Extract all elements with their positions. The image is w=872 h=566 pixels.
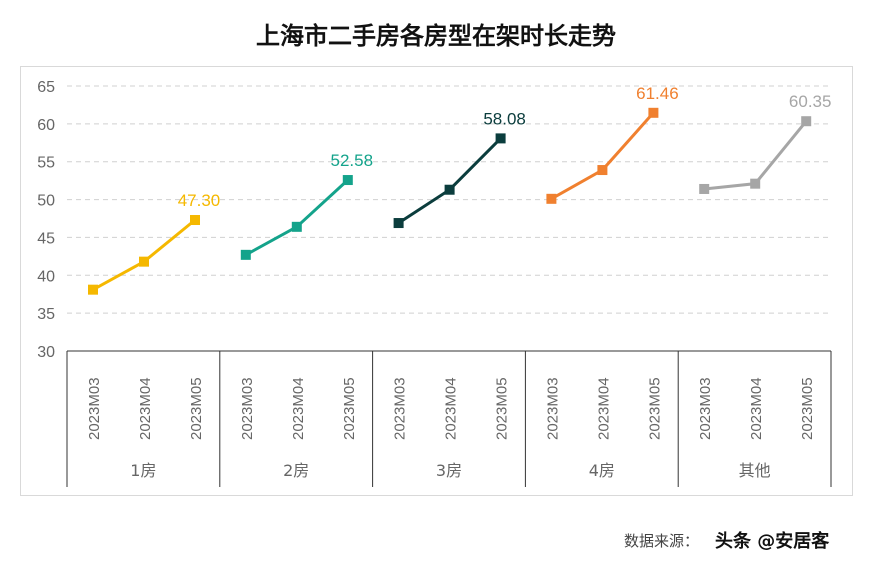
series-line-4房: [550, 111, 655, 201]
data-point: [495, 133, 506, 144]
x-tick-label: 2023M04: [595, 377, 612, 440]
data-point: [342, 175, 353, 186]
data-point: [801, 116, 812, 127]
y-tick-label: 45: [37, 230, 55, 247]
data-label: 47.30: [178, 191, 221, 210]
data-point: [393, 218, 404, 229]
data-label: 61.46: [636, 84, 679, 103]
x-tick-label: 2023M05: [494, 377, 511, 440]
x-tick-label: 2023M04: [443, 377, 460, 440]
x-tick-label: 2023M03: [697, 377, 714, 440]
source-label: 数据来源：: [624, 532, 700, 550]
series-line-1房: [92, 218, 196, 291]
y-tick-label: 55: [37, 155, 55, 172]
data-point: [139, 256, 149, 267]
x-tick-label: 2023M03: [392, 377, 409, 440]
group-label: 2房: [283, 461, 309, 480]
data-point: [88, 284, 98, 295]
chart-title: 上海市二手房各房型在架时长走势: [256, 22, 616, 50]
data-point: [190, 215, 200, 226]
data-label: 58.08: [483, 109, 526, 128]
data-point: [291, 221, 302, 232]
x-tick-label: 2023M05: [646, 377, 663, 440]
group-label: 其他: [739, 461, 771, 480]
x-tick-label: 2023M05: [799, 377, 816, 440]
x-tick-label: 2023M04: [290, 377, 307, 440]
data-point: [444, 184, 455, 195]
y-tick-label: 30: [37, 344, 55, 361]
series-line-3房: [397, 137, 502, 225]
y-tick-label: 65: [37, 79, 55, 96]
y-tick-label: 35: [37, 306, 55, 323]
data-point: [648, 107, 659, 118]
x-tick-label: 2023M04: [748, 377, 765, 440]
group-label: 3房: [436, 461, 462, 480]
group-label: 1房: [130, 461, 156, 480]
x-tick-label: 2023M05: [341, 377, 358, 440]
x-tick-label: 2023M04: [137, 377, 154, 440]
y-tick-label: 40: [37, 268, 55, 285]
data-point: [699, 183, 710, 194]
data-point: [546, 193, 557, 204]
data-label: 52.58: [331, 151, 374, 170]
x-tick-label: 2023M03: [239, 377, 256, 440]
x-tick-label: 2023M03: [544, 377, 561, 440]
x-tick-label: 2023M03: [86, 377, 103, 440]
data-label: 60.35: [789, 92, 832, 111]
group-label: 4房: [589, 461, 615, 480]
data-point: [597, 165, 608, 176]
chart-frame: [20, 66, 853, 496]
watermark: 头条 @安居客: [715, 531, 830, 552]
data-point: [240, 249, 251, 260]
y-tick-label: 60: [37, 117, 55, 134]
x-tick-label: 2023M05: [188, 377, 205, 440]
y-tick-label: 50: [37, 193, 55, 210]
series-line-2房: [245, 178, 349, 257]
data-point: [750, 178, 761, 189]
